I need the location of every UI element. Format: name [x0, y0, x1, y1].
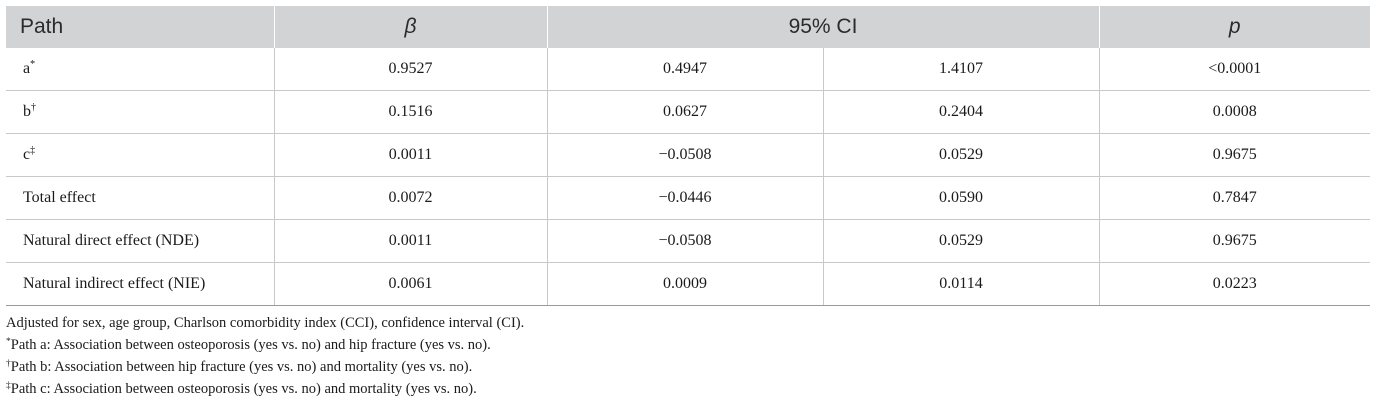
table-header-row: Path β 95% CI p	[6, 6, 1370, 48]
footnote-marker: *	[30, 59, 36, 70]
cell-p: 0.0008	[1099, 90, 1370, 134]
cell-path: a*	[6, 48, 275, 91]
footnote-b: †Path b: Association between hip fractur…	[6, 359, 473, 375]
adjustment-note: Adjusted for sex, age group, Charlson co…	[6, 315, 525, 331]
cell-path: Natural direct effect (NDE)	[6, 219, 275, 263]
footnote-marker: ‡	[6, 381, 11, 391]
cell-ci-low: 0.4947	[547, 48, 824, 91]
results-table-container: Path β 95% CI p a* 0.9527 0.4947 1.4107 …	[6, 6, 1370, 400]
table-row: Total effect 0.0072 −0.0446 0.0590 0.784…	[6, 176, 1370, 220]
cell-ci-low: −0.0508	[547, 133, 824, 177]
cell-beta: 0.0061	[274, 262, 548, 306]
cell-ci-low: −0.0508	[547, 219, 824, 263]
cell-ci-high: 0.0529	[823, 219, 1100, 263]
cell-path: Total effect	[6, 176, 275, 220]
cell-beta: 0.0072	[274, 176, 548, 220]
table-row: Natural indirect effect (NIE) 0.0061 0.0…	[6, 262, 1370, 306]
footnote-a: *Path a: Association between osteoporosi…	[6, 337, 491, 353]
cell-p: 0.7847	[1099, 176, 1370, 220]
header-beta: β	[274, 6, 548, 48]
header-path: Path	[6, 6, 275, 48]
cell-ci-low: −0.0446	[547, 176, 824, 220]
mediation-results-table: Path β 95% CI p a* 0.9527 0.4947 1.4107 …	[6, 6, 1370, 306]
cell-ci-high: 0.0529	[823, 133, 1100, 177]
table-row: Natural direct effect (NDE) 0.0011 −0.05…	[6, 219, 1370, 263]
cell-path: c‡	[6, 133, 275, 177]
cell-ci-high: 1.4107	[823, 48, 1100, 91]
table-row: a* 0.9527 0.4947 1.4107 <0.0001	[6, 48, 1370, 91]
header-p: p	[1099, 6, 1370, 48]
cell-ci-low: 0.0627	[547, 90, 824, 134]
cell-beta: 0.9527	[274, 48, 548, 91]
cell-ci-low: 0.0009	[547, 262, 824, 306]
cell-p: 0.0223	[1099, 262, 1370, 306]
header-ci: 95% CI	[547, 6, 1100, 48]
footnote-marker: †	[31, 102, 36, 113]
footnote-marker: ‡	[30, 145, 36, 156]
cell-p: 0.9675	[1099, 133, 1370, 177]
cell-beta: 0.0011	[274, 133, 548, 177]
cell-ci-high: 0.0114	[823, 262, 1100, 306]
cell-beta: 0.1516	[274, 90, 548, 134]
footnote-marker: †	[6, 359, 11, 369]
cell-p: <0.0001	[1099, 48, 1370, 91]
footnote-c: ‡Path c: Association between osteoporosi…	[6, 381, 477, 397]
cell-path: b†	[6, 90, 275, 134]
cell-beta: 0.0011	[274, 219, 548, 263]
cell-ci-high: 0.0590	[823, 176, 1100, 220]
cell-p: 0.9675	[1099, 219, 1370, 263]
cell-ci-high: 0.2404	[823, 90, 1100, 134]
table-row: c‡ 0.0011 −0.0508 0.0529 0.9675	[6, 133, 1370, 177]
footnote-marker: *	[6, 337, 11, 347]
cell-path: Natural indirect effect (NIE)	[6, 262, 275, 306]
table-row: b† 0.1516 0.0627 0.2404 0.0008	[6, 90, 1370, 134]
table-notes: Adjusted for sex, age group, Charlson co…	[6, 312, 1370, 400]
